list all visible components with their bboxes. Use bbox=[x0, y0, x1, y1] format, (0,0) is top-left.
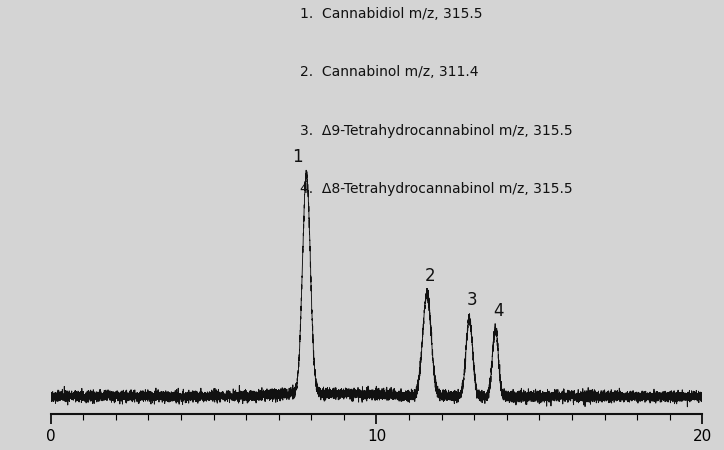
Text: 3: 3 bbox=[467, 291, 477, 309]
Text: 2: 2 bbox=[424, 267, 435, 285]
Text: 3.  Δ9-Tetrahydrocannabinol m/z, 315.5: 3. Δ9-Tetrahydrocannabinol m/z, 315.5 bbox=[300, 124, 573, 138]
Text: 1: 1 bbox=[292, 148, 303, 166]
Text: 4.  Δ8-Tetrahydrocannabinol m/z, 315.5: 4. Δ8-Tetrahydrocannabinol m/z, 315.5 bbox=[300, 182, 573, 196]
Text: 1.  Cannabidiol m/z, 315.5: 1. Cannabidiol m/z, 315.5 bbox=[300, 7, 483, 21]
Text: 2.  Cannabinol m/z, 311.4: 2. Cannabinol m/z, 311.4 bbox=[300, 65, 479, 79]
Text: 4: 4 bbox=[493, 302, 503, 320]
